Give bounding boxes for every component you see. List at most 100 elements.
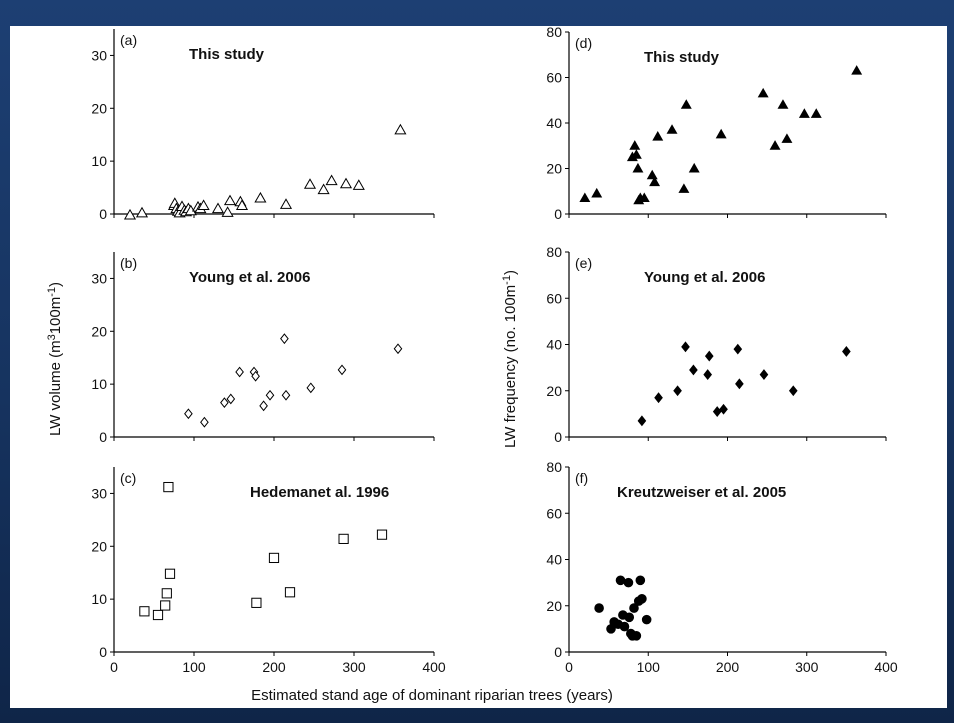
data-point	[152, 609, 164, 621]
panel-a: 0 10 20 30 (a) This study	[91, 29, 435, 222]
data-point	[733, 343, 743, 355]
data-point	[161, 588, 172, 599]
data-point	[649, 176, 661, 187]
data-point	[376, 529, 388, 540]
panel-label: (a)	[120, 32, 137, 48]
data-point	[594, 603, 604, 613]
y-tick-label: 20	[91, 100, 107, 116]
figure-background	[10, 26, 947, 708]
y-tick-label: 30	[91, 270, 107, 286]
y-axis-label-left: LW volume (m3100m-1)	[46, 282, 64, 436]
x-tick-label: 400	[874, 659, 898, 675]
data-point	[652, 131, 664, 141]
data-point	[666, 124, 678, 134]
data-point	[615, 575, 626, 586]
panel-title: Hedemanet al. 1996	[250, 484, 389, 501]
panel-label: (c)	[120, 470, 136, 486]
y-tick-label: 0	[99, 206, 107, 222]
data-point	[235, 366, 244, 378]
data-point	[220, 397, 229, 409]
data-point	[704, 350, 714, 362]
data-point	[635, 575, 646, 586]
y-tick-label: 10	[91, 376, 107, 392]
data-point	[781, 133, 793, 143]
y-tick-label: 80	[546, 244, 562, 260]
x-tick-label: 300	[342, 659, 366, 675]
data-point	[284, 587, 296, 598]
data-point	[681, 341, 690, 353]
x-tick-label: 400	[422, 659, 446, 675]
data-point	[638, 192, 650, 203]
data-point	[798, 108, 810, 118]
data-point	[623, 577, 634, 588]
panel-label: (b)	[120, 255, 137, 271]
panel-title: Young et al. 2006	[644, 269, 765, 286]
data-point	[393, 343, 403, 355]
data-point	[317, 183, 330, 195]
data-point	[851, 65, 863, 75]
data-point	[579, 192, 591, 203]
data-point	[352, 179, 365, 190]
data-point	[689, 364, 698, 376]
panel-label: (e)	[575, 255, 592, 271]
data-point	[703, 369, 713, 380]
data-point	[184, 408, 193, 420]
data-point	[280, 333, 289, 345]
data-point	[712, 406, 722, 417]
panel-title: Young et al. 2006	[189, 269, 310, 286]
panel-b: 0 10 20 30 (b) Young et al. 2006	[91, 252, 435, 445]
x-tick-label: 0	[565, 659, 573, 675]
data-point	[259, 400, 268, 412]
y-tick-label: 20	[546, 598, 562, 614]
y-tick-label: 60	[546, 505, 562, 521]
panel-label: (d)	[575, 35, 592, 51]
data-point	[719, 403, 728, 415]
y-tick-label: 60	[546, 70, 562, 86]
data-point	[394, 123, 407, 135]
data-point	[680, 99, 692, 109]
panel-title: This study	[189, 46, 265, 63]
panel-label: (f)	[575, 470, 588, 486]
data-point	[200, 416, 209, 428]
data-point	[254, 191, 267, 203]
y-tick-label: 20	[91, 538, 107, 554]
y-tick-label: 0	[554, 429, 562, 445]
data-point	[226, 393, 236, 405]
panel-d: 0 20 40 60 80 (d) This study	[546, 24, 887, 222]
panel-e: 0 20 40 60 80 (e) Young et al. 2006	[546, 244, 887, 445]
slide: 0 10 20 30 (a) This study 0 10 20 30 (b) Young et a…	[10, 24, 947, 708]
data-point	[632, 162, 644, 173]
data-point	[279, 198, 293, 209]
data-point	[135, 206, 149, 218]
data-point	[591, 187, 603, 198]
data-point	[641, 614, 652, 625]
y-tick-label: 40	[546, 337, 562, 353]
data-point	[688, 162, 700, 173]
data-point	[251, 597, 262, 608]
data-point	[221, 206, 234, 217]
data-point	[624, 612, 635, 623]
data-point	[673, 385, 682, 397]
data-point	[631, 631, 642, 641]
chart-figure: 0 10 20 30 (a) This study 0 10 20 30 (b) Young et a…	[10, 24, 947, 708]
data-point	[160, 600, 171, 611]
panel-f: 0 20 40 60 80 0 100 200 300 400 (f) Kreutzweiser et…	[546, 459, 897, 675]
x-tick-label: 300	[795, 659, 819, 675]
data-point	[139, 606, 150, 617]
y-tick-label: 0	[99, 429, 107, 445]
data-point	[629, 140, 641, 150]
data-point	[303, 178, 317, 189]
data-point	[637, 594, 647, 604]
data-point	[757, 87, 769, 98]
data-point	[281, 389, 291, 401]
panel-title: Kreutzweiser et al. 2005	[617, 484, 786, 501]
data-point	[164, 568, 176, 579]
y-tick-label: 10	[91, 591, 107, 607]
x-tick-label: 200	[716, 659, 740, 675]
y-tick-label: 0	[554, 644, 562, 660]
data-point	[619, 621, 630, 632]
x-tick-label: 0	[110, 659, 118, 675]
y-tick-label: 80	[546, 459, 562, 475]
data-point	[715, 128, 727, 139]
